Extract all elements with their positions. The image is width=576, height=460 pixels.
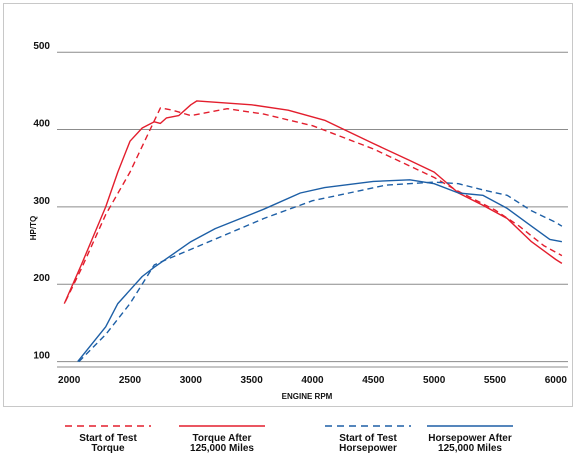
chart-frame [3,3,573,407]
legend-label-4-line-2: 125,000 Miles [438,443,502,454]
y-tick-label-200: 200 [33,273,50,284]
legend-label-1-line-1: Start of Test [79,433,137,444]
y-tick-label-300: 300 [33,196,50,207]
x-tick-label-2000: 2000 [58,375,81,386]
y-tick-label-500: 500 [33,41,50,52]
legend-label-3-line-1: Start of Test [339,433,397,444]
x-tick-labels: 2000 2500 3000 3500 4000 4500 5000 5500 6000 [58,375,567,386]
series-line-3 [78,181,563,363]
legend-label-2-line-2: 125,000 Miles [190,443,254,454]
x-tick-label-5000: 5000 [423,375,446,386]
y-axis-label: HP/TQ [29,216,38,240]
x-tick-label-3500: 3500 [241,375,264,386]
x-tick-label-3000: 3000 [180,375,203,386]
y-tick-label-100: 100 [33,351,50,362]
y-tick-labels: 100 200 300 400 500 [33,41,50,361]
legend-label-2-line-1: Torque After [193,433,252,444]
legend-label-1-line-2: Torque [91,443,125,454]
series-lines [63,100,563,363]
series-line-1 [64,107,563,302]
legend-label-3-line-2: Horsepower [339,443,397,454]
x-axis-label: ENGINE RPM [282,392,333,401]
series-line-4 [77,179,563,363]
x-tick-label-4000: 4000 [301,375,324,386]
x-tick-label-2500: 2500 [119,375,142,386]
legend-label-4-line-1: Horsepower After [428,433,512,444]
x-tick-label-4500: 4500 [362,375,385,386]
x-tick-label-6000: 6000 [545,375,568,386]
series-line-2 [63,100,563,304]
y-tick-label-400: 400 [33,119,50,130]
x-tick-label-5500: 5500 [484,375,507,386]
